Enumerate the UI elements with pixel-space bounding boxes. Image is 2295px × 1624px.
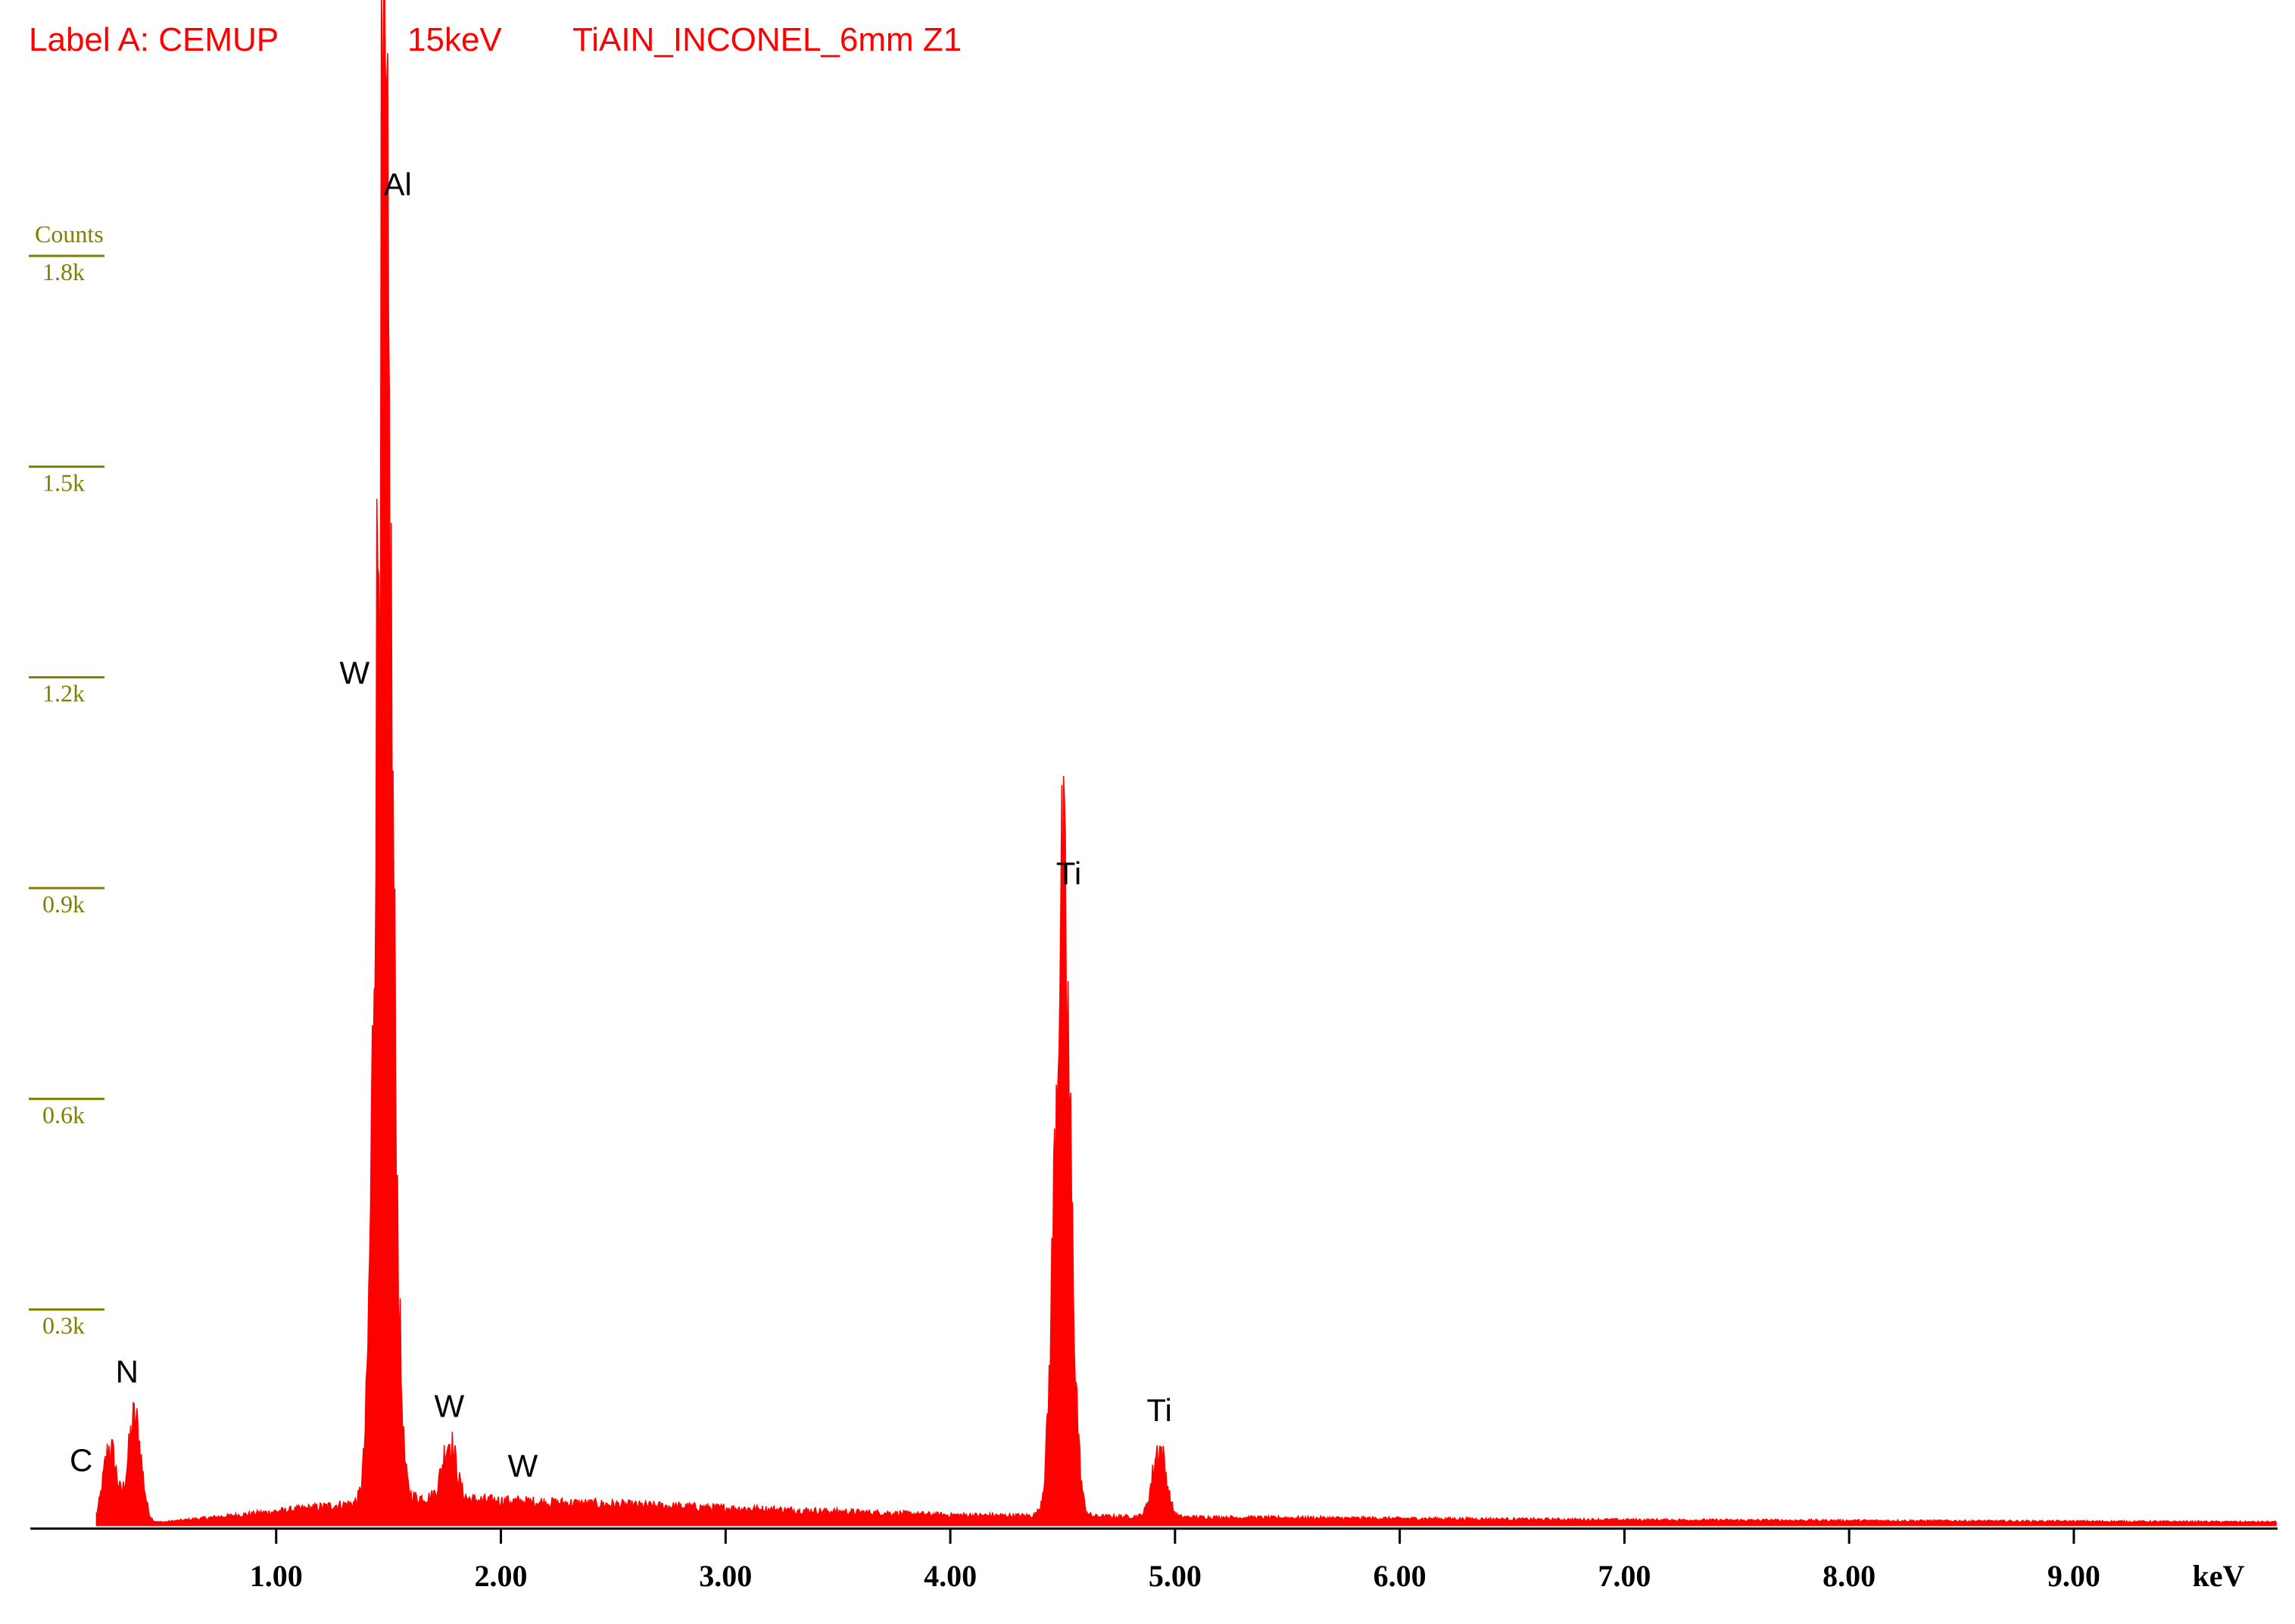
peak-label-al: Al (384, 167, 412, 202)
spectrum-area (95, 0, 2277, 1526)
peak-label-c: C (70, 1442, 92, 1478)
y-tick-label: 1.8k (42, 258, 85, 285)
header-sample-name: TiAIN_INCONEL_6mm Z1 (572, 21, 962, 58)
peak-label-ti: Ti (1146, 1392, 1171, 1428)
x-tick-label: 4.00 (924, 1559, 977, 1593)
labels-layer: C N Al W W W Ti Ti (70, 167, 1172, 1483)
peak-label-n: N (116, 1354, 139, 1389)
x-tick-label: 1.00 (250, 1559, 303, 1593)
x-tick-label: 5.00 (1149, 1559, 1202, 1593)
peak-label-w: W (339, 655, 370, 690)
x-tick-label: 8.00 (1823, 1559, 1876, 1593)
y-tick-label: 0.6k (42, 1101, 85, 1128)
peak-label-w: W (434, 1389, 464, 1424)
y-axis-title: Counts (35, 220, 104, 248)
y-tick-label: 1.5k (42, 469, 85, 496)
spectrum-layer (95, 0, 2277, 1526)
x-tick-label: 3.00 (699, 1559, 752, 1593)
x-tick-label: 2.00 (475, 1559, 528, 1593)
x-axis-title: keV (2193, 1559, 2245, 1593)
header-voltage: 15keV (407, 21, 502, 58)
header-label: Label A: CEMUP (29, 21, 279, 58)
y-tick-label: 0.9k (42, 890, 85, 918)
x-tick-label: 9.00 (2047, 1559, 2100, 1593)
x-tick-label: 7.00 (1598, 1559, 1651, 1593)
y-tick-label: 1.2k (42, 680, 85, 707)
peak-label-w: W (508, 1448, 538, 1484)
peak-label-ti: Ti (1056, 856, 1081, 891)
axes-layer: 1.00 2.00 3.00 4.00 5.00 6.00 7.00 8.00 9.00 keV C… (29, 220, 2278, 1593)
x-tick-label: 6.00 (1374, 1559, 1427, 1593)
y-tick-label: 0.3k (42, 1312, 85, 1339)
